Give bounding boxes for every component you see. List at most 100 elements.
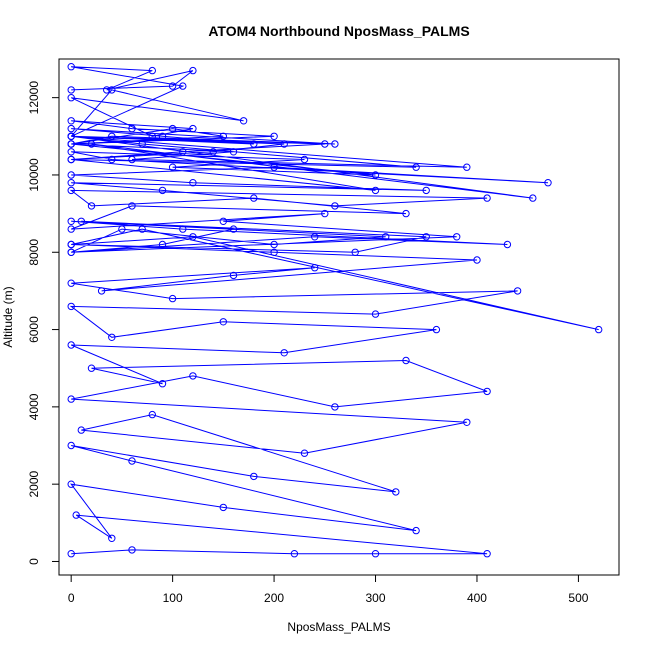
data-point xyxy=(270,240,278,249)
data-point xyxy=(311,264,319,272)
data-point xyxy=(503,240,512,249)
x-tick-label: 200 xyxy=(264,591,284,605)
data-point xyxy=(168,163,177,171)
data-point xyxy=(229,225,238,233)
data-point xyxy=(189,66,197,75)
data-point xyxy=(77,217,86,226)
data-point xyxy=(168,294,177,303)
data-point xyxy=(103,86,111,94)
x-tick-label: 300 xyxy=(366,591,386,605)
chart-title: ATOM4 Northbound NposMass_PALMS xyxy=(208,23,469,39)
data-point xyxy=(371,550,380,558)
y-tick-label: 4000 xyxy=(27,393,41,420)
data-point xyxy=(239,117,248,125)
data-point xyxy=(108,132,116,141)
data-point xyxy=(108,86,116,94)
data-point xyxy=(179,148,187,156)
y-tick-label: 0 xyxy=(27,558,41,565)
x-axis-label: NposMass_PALMS xyxy=(287,620,390,634)
data-point xyxy=(108,155,116,164)
data-point xyxy=(219,503,228,512)
data-point xyxy=(189,233,197,241)
data-point xyxy=(67,279,75,287)
data-point xyxy=(67,94,75,102)
data-point xyxy=(513,287,522,295)
data-point xyxy=(544,179,552,187)
data-point xyxy=(422,233,430,241)
data-point xyxy=(67,148,75,156)
data-point xyxy=(422,186,430,195)
data-point xyxy=(148,66,157,75)
data-point xyxy=(189,124,197,133)
data-point xyxy=(219,132,228,141)
data-point xyxy=(331,140,339,148)
data-point xyxy=(108,333,116,341)
data-point xyxy=(382,233,390,241)
data-point xyxy=(67,155,75,164)
data-point xyxy=(67,117,75,125)
data-point xyxy=(529,194,537,202)
data-point xyxy=(67,140,75,148)
x-tick-label: 400 xyxy=(467,591,487,605)
data-point xyxy=(311,233,319,241)
data-point xyxy=(483,194,491,202)
data-point xyxy=(189,179,197,187)
data-point xyxy=(138,140,146,148)
series-line xyxy=(69,66,599,555)
y-axis: 0 2000 4000 6000 8000 10000 12000 xyxy=(27,81,60,565)
data-point xyxy=(158,132,167,141)
data-point xyxy=(158,380,167,388)
data-point xyxy=(67,550,75,558)
data-point xyxy=(189,372,197,380)
x-tick-label: 0 xyxy=(68,591,75,605)
data-point xyxy=(67,248,75,257)
data-point xyxy=(371,186,380,195)
x-tick-label: 100 xyxy=(163,591,183,605)
data-point xyxy=(270,132,278,141)
y-tick-label: 10000 xyxy=(27,158,41,192)
data-point xyxy=(321,209,329,218)
data-point xyxy=(67,124,75,133)
data-point xyxy=(209,148,217,156)
data-point xyxy=(179,225,187,233)
data-point xyxy=(67,480,75,488)
data-point xyxy=(128,202,136,210)
data-point xyxy=(595,325,603,334)
data-point xyxy=(219,217,228,226)
data-point xyxy=(321,140,329,148)
data-point xyxy=(97,287,106,295)
data-point xyxy=(67,341,75,349)
data-point xyxy=(138,225,146,233)
data-point xyxy=(158,240,167,249)
data-point xyxy=(108,534,116,542)
data-point xyxy=(402,209,410,218)
data-point xyxy=(67,179,75,187)
plot-area xyxy=(67,62,603,558)
data-point xyxy=(371,310,380,318)
data-point xyxy=(67,225,75,233)
y-axis-label: Altitude (m) xyxy=(1,286,15,347)
data-point xyxy=(412,526,420,535)
data-point xyxy=(87,364,96,372)
data-point xyxy=(179,82,187,90)
x-tick-label: 500 xyxy=(568,591,588,605)
data-point xyxy=(463,418,471,426)
data-point xyxy=(128,546,136,554)
data-point xyxy=(453,233,461,241)
data-point xyxy=(128,124,136,133)
data-point xyxy=(67,217,75,226)
data-point xyxy=(402,356,410,365)
data-point xyxy=(118,225,126,233)
data-point xyxy=(77,426,86,434)
data-point xyxy=(351,248,359,257)
data-point xyxy=(168,124,177,133)
data-point xyxy=(158,186,167,195)
data-point xyxy=(300,155,309,164)
data-point xyxy=(392,488,400,496)
data-point xyxy=(168,82,177,90)
data-point xyxy=(67,302,75,311)
data-point xyxy=(148,410,157,419)
y-tick-label: 8000 xyxy=(27,239,41,266)
y-tick-label: 2000 xyxy=(27,470,41,497)
y-tick-label: 12000 xyxy=(27,81,41,115)
